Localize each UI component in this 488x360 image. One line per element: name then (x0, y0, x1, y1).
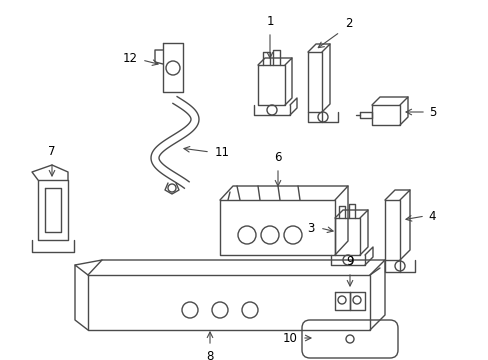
Text: 9: 9 (346, 255, 353, 268)
Text: 8: 8 (206, 350, 213, 360)
Text: 1: 1 (265, 15, 273, 28)
Text: 12: 12 (123, 51, 138, 64)
Text: 10: 10 (283, 332, 297, 345)
Text: 2: 2 (345, 17, 352, 30)
Text: 6: 6 (274, 151, 281, 164)
Text: 5: 5 (428, 105, 435, 118)
Text: 3: 3 (307, 221, 314, 234)
Text: 7: 7 (48, 145, 56, 158)
Text: 4: 4 (427, 210, 435, 222)
Text: 11: 11 (215, 145, 229, 158)
